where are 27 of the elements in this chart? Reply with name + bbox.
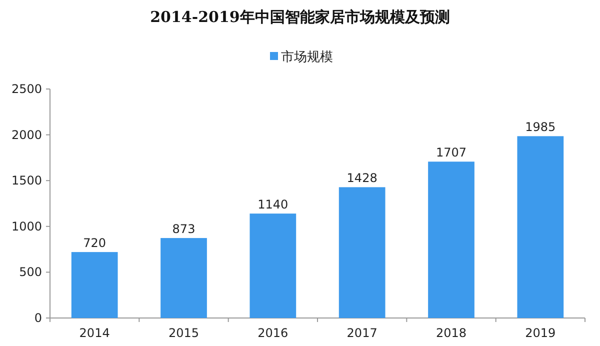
data-label: 1985: [525, 120, 556, 134]
data-label: 1140: [258, 198, 288, 212]
x-tick-label: 2018: [436, 326, 467, 340]
x-tick-label: 2016: [258, 326, 288, 340]
x-tick-label: 2019: [525, 326, 556, 340]
x-tick-label: 2014: [79, 326, 110, 340]
y-tick-label: 2500: [11, 82, 42, 96]
x-tick-label: 2015: [168, 326, 200, 340]
data-label: 1707: [436, 146, 467, 160]
bar: [250, 214, 296, 318]
data-label: 1428: [346, 171, 378, 186]
y-tick-label: 500: [19, 265, 42, 280]
y-tick-label: 1000: [11, 219, 42, 234]
bar: [338, 187, 386, 318]
bar: [428, 162, 474, 318]
x-tick-label: 2017: [346, 326, 378, 340]
data-label: 720: [83, 236, 106, 250]
y-tick-label: 1500: [11, 174, 42, 188]
y-tick-label: 2000: [11, 128, 42, 142]
y-tick-label: 0: [34, 311, 42, 325]
市场规模: 720 873 1140 1428 1707 1985: [71, 120, 564, 318]
bar: [71, 252, 118, 318]
data-label: 873: [172, 222, 196, 236]
legend-label: 市场规模: [281, 50, 333, 65]
bar: [517, 136, 564, 318]
bar: [160, 238, 207, 318]
chart-title: 2014-2019年中国智能家居市场规模及预测: [150, 8, 450, 26]
